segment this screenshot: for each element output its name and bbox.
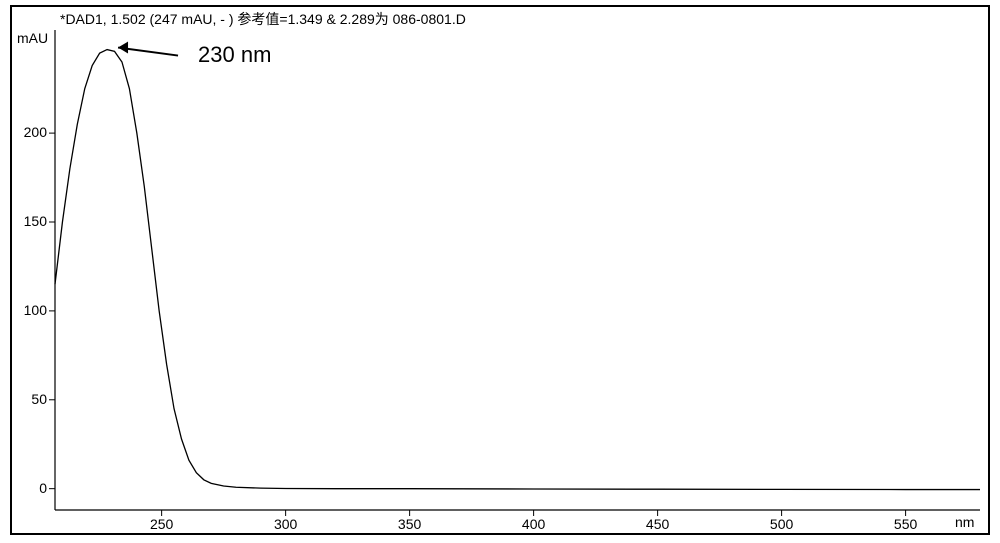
x-tick-label: 450 <box>646 516 669 532</box>
x-tick-label: 250 <box>150 516 173 532</box>
y-tick-label: 50 <box>17 391 47 407</box>
chart-container: *DAD1, 1.502 (247 mAU, - ) 参考值=1.349 & 2… <box>0 0 1000 543</box>
y-tick-label: 150 <box>17 213 47 229</box>
y-tick-label: 100 <box>17 302 47 318</box>
y-tick-label: 200 <box>17 124 47 140</box>
y-tick-label: 0 <box>17 480 47 496</box>
x-tick-label: 400 <box>522 516 545 532</box>
chart-svg <box>0 0 1000 543</box>
x-tick-label: 550 <box>894 516 917 532</box>
peak-annotation: 230 nm <box>198 42 271 68</box>
x-tick-label: 500 <box>770 516 793 532</box>
x-tick-label: 300 <box>274 516 297 532</box>
x-tick-label: 350 <box>398 516 421 532</box>
